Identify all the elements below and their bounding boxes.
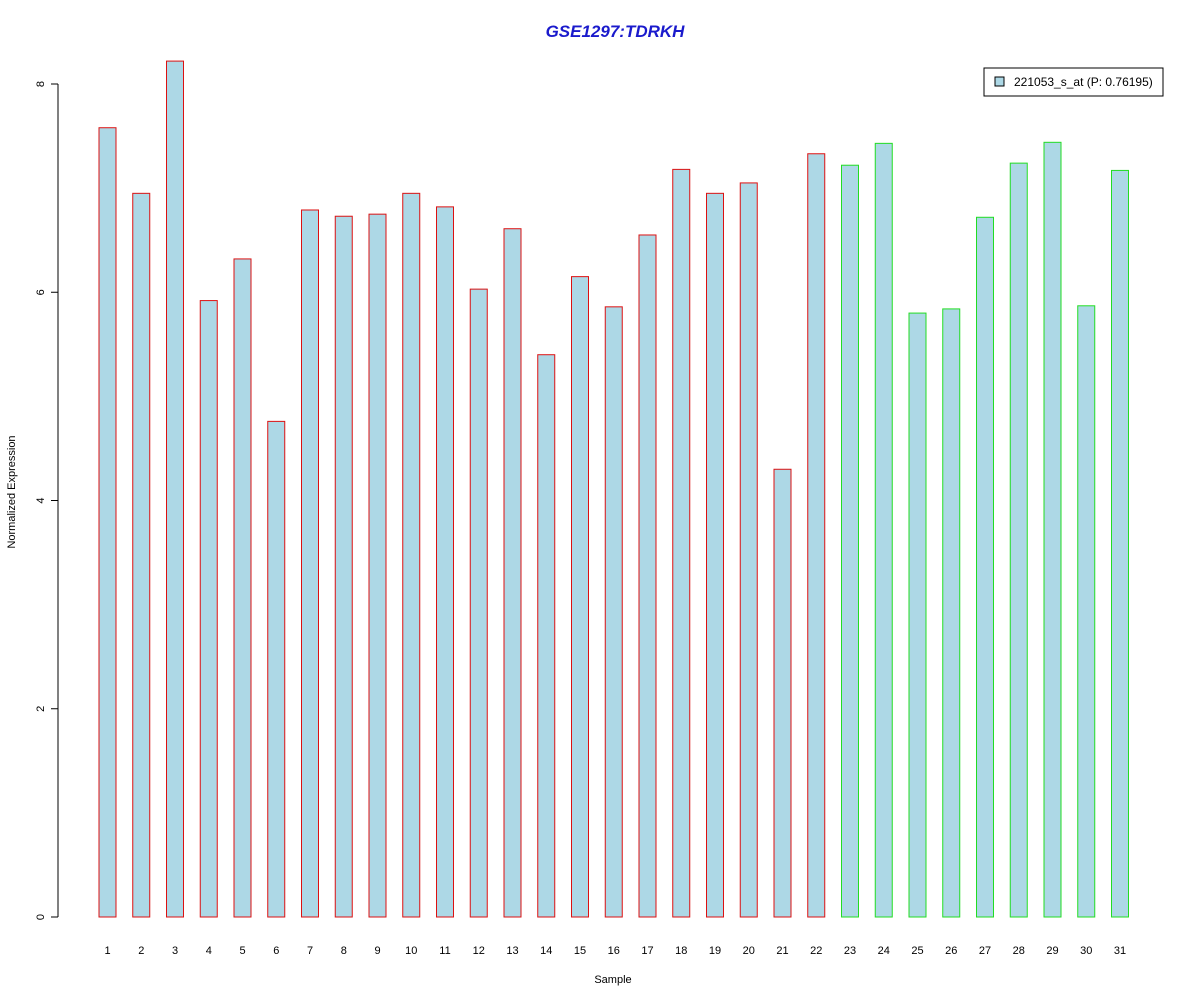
y-tick-label: 8 bbox=[35, 81, 47, 87]
x-tick-label: 29 bbox=[1046, 945, 1058, 957]
bar-sample-4 bbox=[199, 300, 218, 918]
y-axis-label: Normalized Expression bbox=[6, 435, 18, 548]
bar-sample-1 bbox=[98, 127, 117, 918]
bar-sample-12 bbox=[469, 288, 488, 918]
bar-sample-9 bbox=[368, 213, 387, 918]
legend-swatch bbox=[994, 76, 1005, 87]
x-tick-label: 25 bbox=[911, 945, 923, 957]
x-tick-label: 11 bbox=[439, 945, 450, 957]
x-tick-label: 7 bbox=[307, 945, 313, 957]
bar-sample-5 bbox=[233, 258, 252, 918]
legend: 221053_s_at (P: 0.76195) bbox=[983, 67, 1164, 97]
bar-sample-7 bbox=[301, 209, 319, 918]
y-axis: 0 2 4 6 8 bbox=[35, 81, 59, 920]
bar-sample-31 bbox=[1111, 169, 1129, 918]
x-tick-label: 31 bbox=[1114, 945, 1126, 957]
x-tick-label: 15 bbox=[574, 945, 586, 957]
x-tick-label: 21 bbox=[776, 945, 788, 957]
legend-box bbox=[983, 67, 1164, 97]
x-tick-label: 16 bbox=[608, 945, 620, 957]
bar-sample-14 bbox=[537, 354, 556, 918]
bar-sample-8 bbox=[334, 215, 353, 918]
x-tick-label: 24 bbox=[878, 945, 890, 957]
x-tick-label: 23 bbox=[844, 945, 856, 957]
bar-sample-11 bbox=[436, 206, 454, 918]
bars-group bbox=[98, 60, 1129, 918]
x-tick-label: 3 bbox=[172, 945, 178, 957]
x-tick-label: 18 bbox=[675, 945, 687, 957]
bar-sample-10 bbox=[402, 192, 421, 918]
x-tick-label: 19 bbox=[709, 945, 721, 957]
bar-sample-26 bbox=[942, 308, 961, 918]
x-tick-label: 6 bbox=[273, 945, 279, 957]
y-tick-label: 2 bbox=[35, 706, 47, 712]
bar-sample-19 bbox=[706, 192, 724, 918]
y-tick-label: 6 bbox=[35, 289, 47, 295]
x-tick-label: 8 bbox=[341, 945, 347, 957]
x-tick-label: 13 bbox=[506, 945, 518, 957]
x-tick-label: 17 bbox=[641, 945, 653, 957]
x-tick-label: 14 bbox=[540, 945, 552, 957]
x-tick-labels: 1 2 3 4 5 6 7 8 9 10 11 12 13 14 15 16 17 18 19 20 21 22 23 24 2… bbox=[104, 945, 1126, 957]
y-tick-label: 4 bbox=[35, 497, 47, 503]
bar-sample-16 bbox=[604, 306, 623, 918]
bar-sample-2 bbox=[132, 192, 151, 918]
bar-sample-18 bbox=[672, 168, 691, 918]
x-tick-label: 4 bbox=[206, 945, 212, 957]
x-axis-label: Sample bbox=[594, 974, 631, 986]
x-tick-label: 12 bbox=[473, 945, 485, 957]
x-tick-label: 10 bbox=[405, 945, 417, 957]
x-tick-label: 26 bbox=[945, 945, 957, 957]
bar-sample-21 bbox=[773, 468, 792, 918]
bar-sample-20 bbox=[739, 182, 758, 918]
x-tick-label: 28 bbox=[1013, 945, 1025, 957]
bar-sample-27 bbox=[976, 216, 994, 918]
x-tick-label: 9 bbox=[374, 945, 380, 957]
chart-title: GSE1297:TDRKH bbox=[546, 22, 686, 41]
bar-sample-22 bbox=[807, 153, 826, 918]
x-tick-label: 22 bbox=[810, 945, 822, 957]
bar-sample-30 bbox=[1077, 305, 1096, 918]
x-tick-label: 2 bbox=[138, 945, 144, 957]
bar-sample-15 bbox=[571, 276, 589, 918]
bar-sample-17 bbox=[638, 234, 657, 918]
bar-sample-6 bbox=[267, 420, 286, 918]
bar-sample-25 bbox=[908, 312, 927, 918]
x-tick-label: 1 bbox=[104, 945, 110, 957]
legend-label: 221053_s_at (P: 0.76195) bbox=[1014, 75, 1153, 89]
x-tick-label: 27 bbox=[979, 945, 991, 957]
x-tick-label: 5 bbox=[239, 945, 245, 957]
x-tick-label: 30 bbox=[1080, 945, 1092, 957]
bar-sample-29 bbox=[1043, 141, 1062, 918]
y-tick-label: 0 bbox=[35, 914, 47, 920]
bar-sample-28 bbox=[1009, 162, 1028, 918]
bar-sample-13 bbox=[503, 228, 522, 918]
bar-sample-24 bbox=[874, 142, 893, 918]
bar-sample-23 bbox=[841, 164, 859, 918]
bar-sample-3 bbox=[166, 60, 184, 918]
x-tick-label: 20 bbox=[743, 945, 755, 957]
